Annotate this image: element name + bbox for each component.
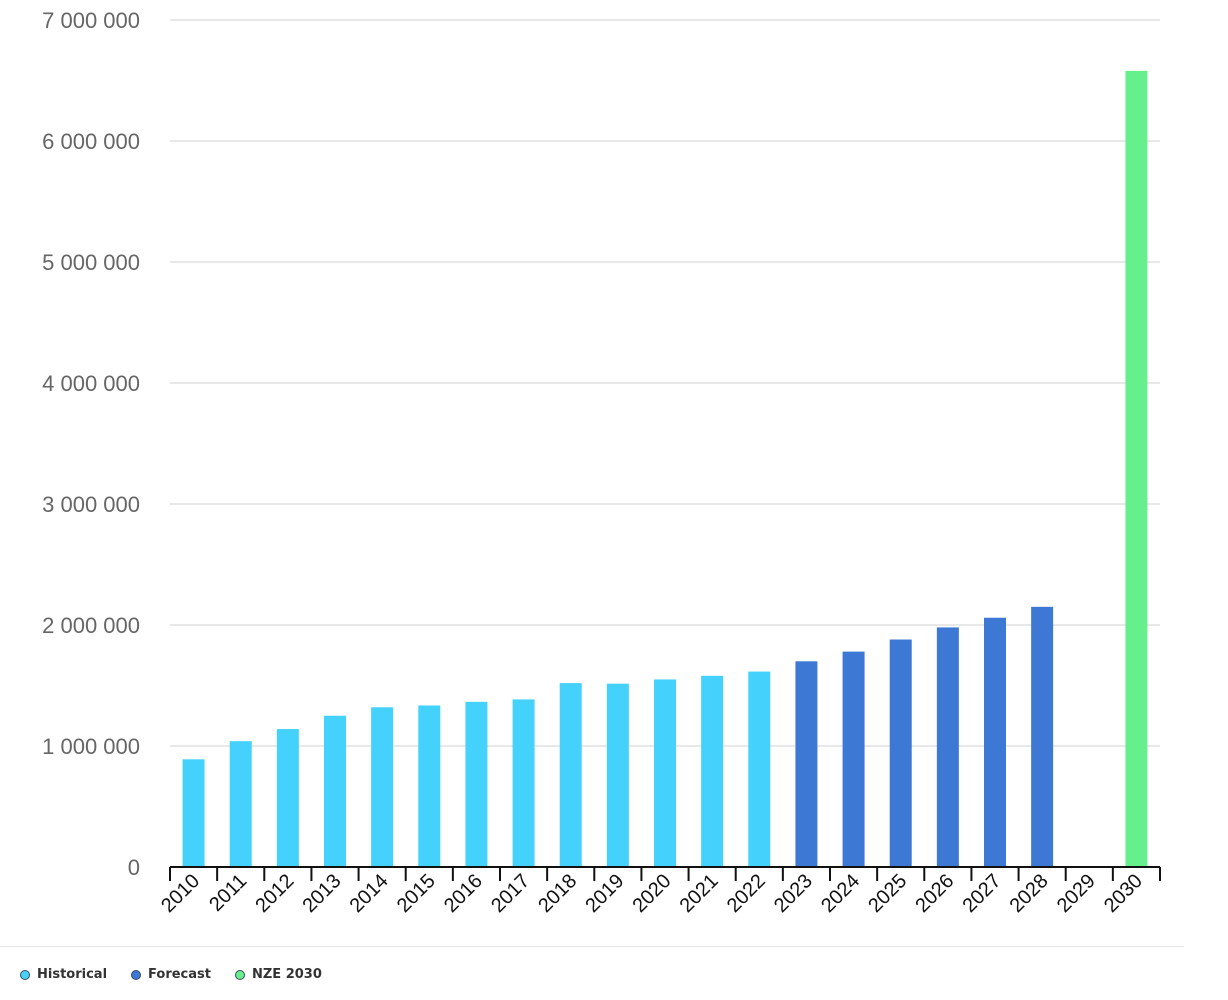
y-tick-label: 4 000 000 — [42, 371, 140, 396]
legend-swatch-forecast — [131, 969, 142, 980]
y-tick-label: 7 000 000 — [42, 8, 140, 33]
bar-2030[interactable] — [1125, 70, 1148, 867]
legend-label-nze-2030: NZE 2030 — [251, 967, 322, 982]
x-tick-label: 2017 — [487, 870, 534, 917]
legend-swatch-historical — [20, 969, 30, 980]
x-tick-label: 2010 — [157, 870, 204, 917]
legend-item-historical[interactable]: Historical — [20, 967, 107, 982]
legend-swatch-nze-2030 — [234, 969, 245, 980]
bar-2025[interactable] — [889, 639, 912, 867]
bar-2028[interactable] — [1031, 606, 1054, 867]
bar-2011[interactable] — [229, 741, 252, 867]
legend-label-historical: Historical — [37, 967, 108, 982]
x-tick-label: 2027 — [959, 870, 1006, 917]
gridlines — [170, 19, 1160, 747]
x-tick-label: 2022 — [723, 870, 770, 917]
x-tick-label: 2014 — [346, 870, 393, 917]
y-tick-label: 1 000 000 — [42, 734, 140, 759]
legend-item-forecast[interactable]: Forecast — [131, 967, 211, 982]
x-tick-label: 2016 — [440, 870, 487, 917]
bar-2013[interactable] — [324, 715, 346, 867]
x-axis — [169, 866, 1161, 881]
bar-2019[interactable] — [606, 683, 629, 867]
x-tick-label: 2028 — [1006, 870, 1053, 917]
legend: Historical Forecast NZE 2030 — [0, 946, 1184, 982]
y-tick-label: 2 000 000 — [42, 613, 140, 638]
y-axis-tick-labels: 0 1 000 000 2 000 000 3 000 000 4 000 000 5 0… — [42, 8, 140, 880]
x-axis-tick-labels: 2010 2011 2012 2013 2014 2015 2016 2017 2018 2019… — [157, 870, 1147, 917]
bar-2022[interactable] — [748, 671, 771, 867]
bar-chart: 0 1 000 000 2 000 000 3 000 000 4 000 000 5 0… — [42, 8, 1161, 917]
bar-2012[interactable] — [276, 729, 299, 867]
bar-2024[interactable] — [842, 651, 865, 867]
x-tick-label: 2029 — [1053, 870, 1100, 917]
x-tick-label: 2020 — [629, 870, 676, 917]
y-tick-label: 0 — [128, 855, 140, 880]
x-tick-label: 2011 — [205, 870, 251, 916]
bar-2023[interactable] — [795, 661, 818, 867]
x-tick-label: 2019 — [581, 870, 628, 917]
x-tick-label: 2015 — [393, 870, 440, 917]
bar-2010[interactable] — [182, 759, 205, 867]
x-tick-label: 2026 — [911, 870, 958, 917]
x-tick-label: 2024 — [817, 870, 864, 917]
bar-2016[interactable] — [465, 701, 488, 867]
bars — [182, 70, 1148, 867]
x-tick-label: 2025 — [864, 870, 911, 917]
x-tick-label: 2013 — [299, 870, 346, 917]
x-tick-label: 2018 — [534, 870, 581, 917]
x-tick-label: 2012 — [251, 870, 298, 917]
x-tick-label: 2030 — [1100, 870, 1147, 917]
bar-2018[interactable] — [559, 683, 582, 867]
y-tick-label: 6 000 000 — [42, 129, 140, 154]
bar-2027[interactable] — [984, 617, 1006, 867]
x-tick-label: 2023 — [770, 870, 817, 917]
bar-2015[interactable] — [418, 705, 441, 867]
legend-item-nze-2030[interactable]: NZE 2030 — [234, 967, 322, 982]
bar-2021[interactable] — [701, 675, 724, 867]
bar-2020[interactable] — [654, 679, 676, 867]
bar-2017[interactable] — [512, 699, 535, 867]
x-tick-label: 2021 — [676, 870, 723, 917]
bar-2026[interactable] — [936, 627, 959, 867]
legend-label-forecast: Forecast — [148, 967, 211, 982]
bar-2014[interactable] — [371, 707, 394, 867]
y-tick-label: 3 000 000 — [42, 492, 140, 517]
y-tick-label: 5 000 000 — [42, 250, 140, 275]
